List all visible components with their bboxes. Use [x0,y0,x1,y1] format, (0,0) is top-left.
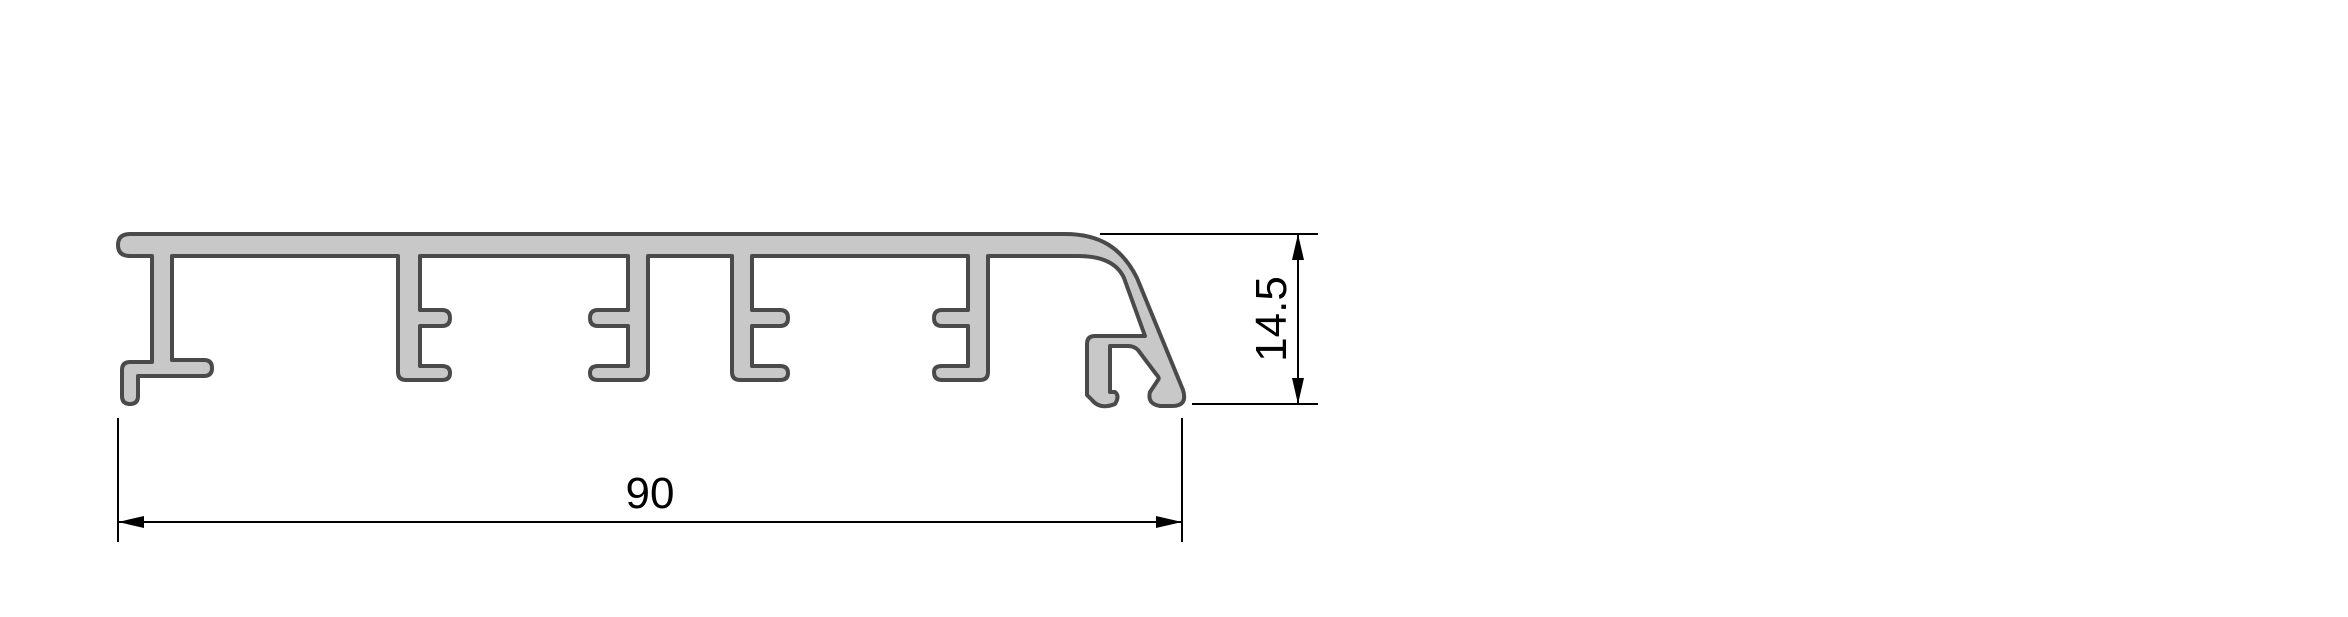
width-dimension: 90 [117,418,1183,542]
width-arrow-right [1156,516,1182,528]
width-arrow-left [118,516,144,528]
width-dimension-label: 90 [626,469,675,518]
height-dimension-label: 14.5 [1247,276,1296,362]
profile-outline [116,232,1187,409]
height-arrow-top [1292,234,1304,260]
height-arrow-bottom [1292,378,1304,404]
profile-cross-section [116,232,1187,409]
height-dimension: 14.5 [1100,233,1318,405]
